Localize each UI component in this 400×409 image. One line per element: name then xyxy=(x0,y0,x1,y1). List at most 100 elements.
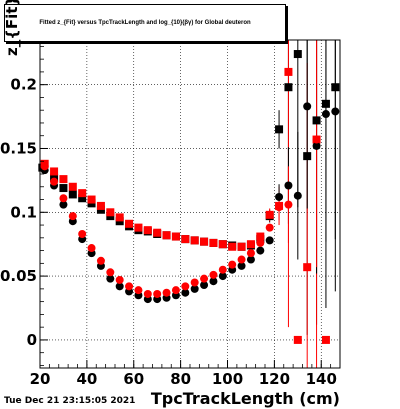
y-tick-label: 0 xyxy=(27,331,37,349)
tick-labels: 20 40 60 80 100 120 140 0 0.05 0.1 0.15 0.2 xyxy=(0,76,337,388)
data-point-square xyxy=(171,232,180,241)
data-point-circle xyxy=(181,288,190,297)
data-point-square xyxy=(200,237,209,246)
y-tick-label: 0.05 xyxy=(0,267,37,285)
data-point-square xyxy=(59,184,68,193)
data-point-circle xyxy=(265,223,274,232)
y-axis-label: z_{Fit} xyxy=(3,0,21,56)
data-point-circle xyxy=(256,238,265,247)
y-tick-label: 0.15 xyxy=(0,139,37,157)
data-point-circle xyxy=(284,181,293,190)
data-point-circle xyxy=(68,212,77,221)
data-point-square xyxy=(237,242,246,251)
data-point-circle xyxy=(115,282,124,291)
data-point-circle xyxy=(181,282,190,291)
data-point-square xyxy=(293,50,302,59)
data-point-square xyxy=(162,231,171,240)
data-point-circle xyxy=(40,162,49,171)
data-point-circle xyxy=(265,236,274,245)
data-point-circle xyxy=(115,275,124,284)
data-point-square xyxy=(284,83,293,92)
data-point-square xyxy=(265,210,274,219)
data-point-circle xyxy=(275,192,284,201)
data-point-circle xyxy=(59,194,68,203)
data-point-square xyxy=(134,223,143,232)
data-point-circle xyxy=(218,265,227,274)
data-point-circle xyxy=(321,110,330,119)
data-point-circle xyxy=(87,244,96,253)
data-point-circle xyxy=(246,249,255,258)
data-point-circle xyxy=(50,177,59,186)
data-point-square xyxy=(143,226,152,235)
data-point-square xyxy=(275,125,284,134)
data-point-circle xyxy=(134,286,143,295)
y-tick-label: 0.2 xyxy=(10,76,37,94)
data-point-square xyxy=(293,335,302,344)
data-point-square xyxy=(209,238,218,247)
data-point-square xyxy=(96,201,105,210)
data-point-square xyxy=(68,182,77,191)
data-point-square xyxy=(68,190,77,199)
data-point-square xyxy=(153,228,162,237)
data-point-circle xyxy=(200,281,209,290)
data-point-square xyxy=(246,240,255,249)
data-point-circle xyxy=(153,289,162,298)
data-point-square xyxy=(218,240,227,249)
data-point-square xyxy=(59,175,68,184)
chart-title: Fitted z_{Fit} versus TpcTrackLength and… xyxy=(4,4,286,42)
x-tick-label: 60 xyxy=(123,370,144,388)
data-point-circle xyxy=(209,277,218,286)
chart-title-text: Fitted z_{Fit} versus TpcTrackLength and… xyxy=(39,20,251,26)
data-point-square xyxy=(331,83,340,92)
timestamp-footer: Tue Dec 21 23:15:05 2021 xyxy=(4,396,136,406)
data-point-circle xyxy=(331,107,340,116)
data-point-circle xyxy=(237,255,246,264)
data-point-square xyxy=(228,242,237,251)
data-point-square xyxy=(321,335,330,344)
data-point-circle xyxy=(293,191,302,200)
data-point-square xyxy=(78,194,87,203)
error-bars xyxy=(269,40,336,368)
data-point-circle xyxy=(171,286,180,295)
data-point-square xyxy=(190,236,199,245)
data-point-circle xyxy=(200,274,209,283)
data-point-square xyxy=(50,167,59,176)
data-point-square xyxy=(312,116,321,125)
data-point-circle xyxy=(284,200,293,209)
data-point-square xyxy=(181,235,190,244)
x-tick-label: 40 xyxy=(76,370,97,388)
data-point-square xyxy=(78,189,87,198)
data-point-circle xyxy=(275,203,284,212)
data-point-circle xyxy=(228,260,237,269)
data-point-square xyxy=(115,213,124,222)
x-tick-label: 80 xyxy=(170,370,191,388)
grid-lines xyxy=(39,40,340,368)
data-point-circle xyxy=(143,289,152,298)
data-point-square xyxy=(284,67,293,76)
data-point-circle xyxy=(59,200,68,209)
data-point-circle xyxy=(190,278,199,287)
data-point-circle xyxy=(125,282,134,291)
axis-ticks xyxy=(39,45,341,368)
x-tick-label: 140 xyxy=(306,370,337,388)
data-point-circle xyxy=(246,255,255,264)
data-point-square xyxy=(106,208,115,217)
data-point-square xyxy=(321,99,330,108)
data-point-square xyxy=(303,263,312,272)
data-point-square xyxy=(87,195,96,204)
data-point-circle xyxy=(237,261,246,270)
data-point-square xyxy=(303,152,312,161)
plot-frame xyxy=(39,39,341,369)
data-point-circle xyxy=(303,102,312,111)
data-point-circle xyxy=(106,268,115,277)
data-point-circle xyxy=(209,270,218,279)
x-tick-label: 120 xyxy=(259,370,290,388)
data-point-circle xyxy=(312,135,321,144)
data-point-circle xyxy=(162,288,171,297)
data-point-circle xyxy=(78,229,87,238)
data-point-square xyxy=(125,219,134,228)
x-axis-label: TpcTrackLength (cm) xyxy=(150,389,340,408)
data-markers xyxy=(38,50,340,344)
x-tick-label: 20 xyxy=(30,370,51,388)
